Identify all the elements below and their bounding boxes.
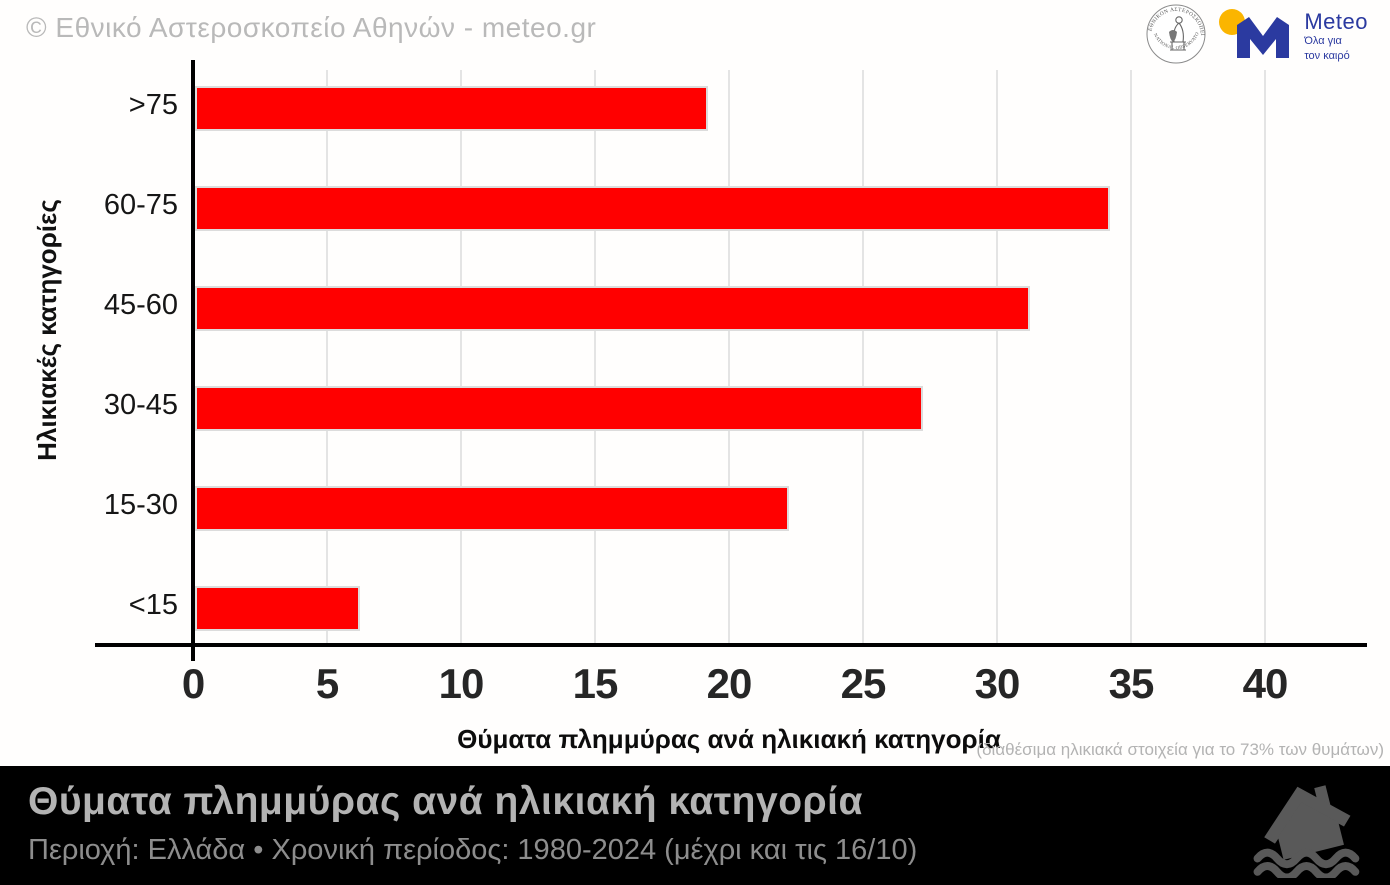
x-tick-label-15: 15 [572,660,619,707]
gridline-x-5 [326,70,328,643]
observatory-seal-icon: ΕΘΝΙΚΟΝ ΑΣΤΕΡΟΣΚΟΠΕΙΟΝ ΑΘΗΝΩΝ NATIONAL O… [1143,2,1206,64]
x-tick-label-0: 0 [181,660,205,707]
gridline-x-30 [996,70,998,643]
category-label-1: 60-75 [103,189,178,221]
meteo-m-icon [1219,9,1290,58]
gridline-x-15 [594,70,596,643]
x-tick-label-20: 20 [706,660,753,707]
chart-title: Θύματα πλημμύρας ανά ηλικιακή κατηγορία [28,780,863,823]
meteo-brand-name: Meteo [1304,9,1368,34]
copyright-text: © Εθνικό Αστεροσκοπείο Αθηνών - meteo.gr [26,12,597,43]
x-tick-label-25: 25 [840,660,887,707]
meteo-tagline-line1: Όλα για [1304,35,1342,47]
category-label-3: 30-45 [103,389,178,421]
gridline-x-35 [1130,70,1132,643]
flooded-house-icon [1253,785,1360,878]
x-tick-label-30: 30 [974,660,1021,707]
gridline-x-10 [460,70,462,643]
y-axis-line [191,60,195,661]
x-tick-label-5: 5 [315,660,339,707]
meteo-logo: Meteo Όλα για τον καιρό [1219,8,1368,62]
x-tick-label-10: 10 [438,660,485,707]
bar-<15 [195,585,360,631]
footer-banner: Θύματα πλημμύρας ανά ηλικιακή κατηγορία … [0,766,1390,885]
category-label-0: >75 [128,89,178,121]
chart-subtitle: Περιοχή: Ελλάδα • Χρονική περίοδος: 1980… [28,834,918,866]
category-label-4: 15-30 [103,489,178,521]
bar-60-75 [195,185,1110,231]
gridline-x-40 [1264,70,1266,643]
bar->75 [195,85,708,131]
gridline-x-25 [862,70,864,643]
category-label-2: 45-60 [103,289,178,321]
x-axis-line [95,643,1367,647]
meteo-logo-text: Meteo Όλα για τον καιρό [1304,11,1368,62]
x-tick-label-40: 40 [1242,660,1289,707]
bar-chart: Ηλικιακές κατηγορίες Θύματα πλημμύρας αν… [32,60,1384,759]
bar-45-60 [195,285,1030,331]
category-label-5: <15 [128,589,178,621]
chart-footnote: (διαθέσιμα ηλικιακά στοιχεία για το 73% … [976,740,1384,759]
x-tick-label-35: 35 [1108,660,1155,707]
logo-group: ΕΘΝΙΚΟΝ ΑΣΤΕΡΟΣΚΟΠΕΙΟΝ ΑΘΗΝΩΝ NATIONAL O… [1143,2,1368,66]
bar-15-30 [195,485,789,531]
gridline-x-20 [728,70,730,643]
meteo-tagline-line2: τον καιρό [1304,49,1350,62]
bar-30-45 [195,385,923,431]
x-axis-title: Θύματα πλημμύρας ανά ηλικιακή κατηγορία [457,724,1001,754]
